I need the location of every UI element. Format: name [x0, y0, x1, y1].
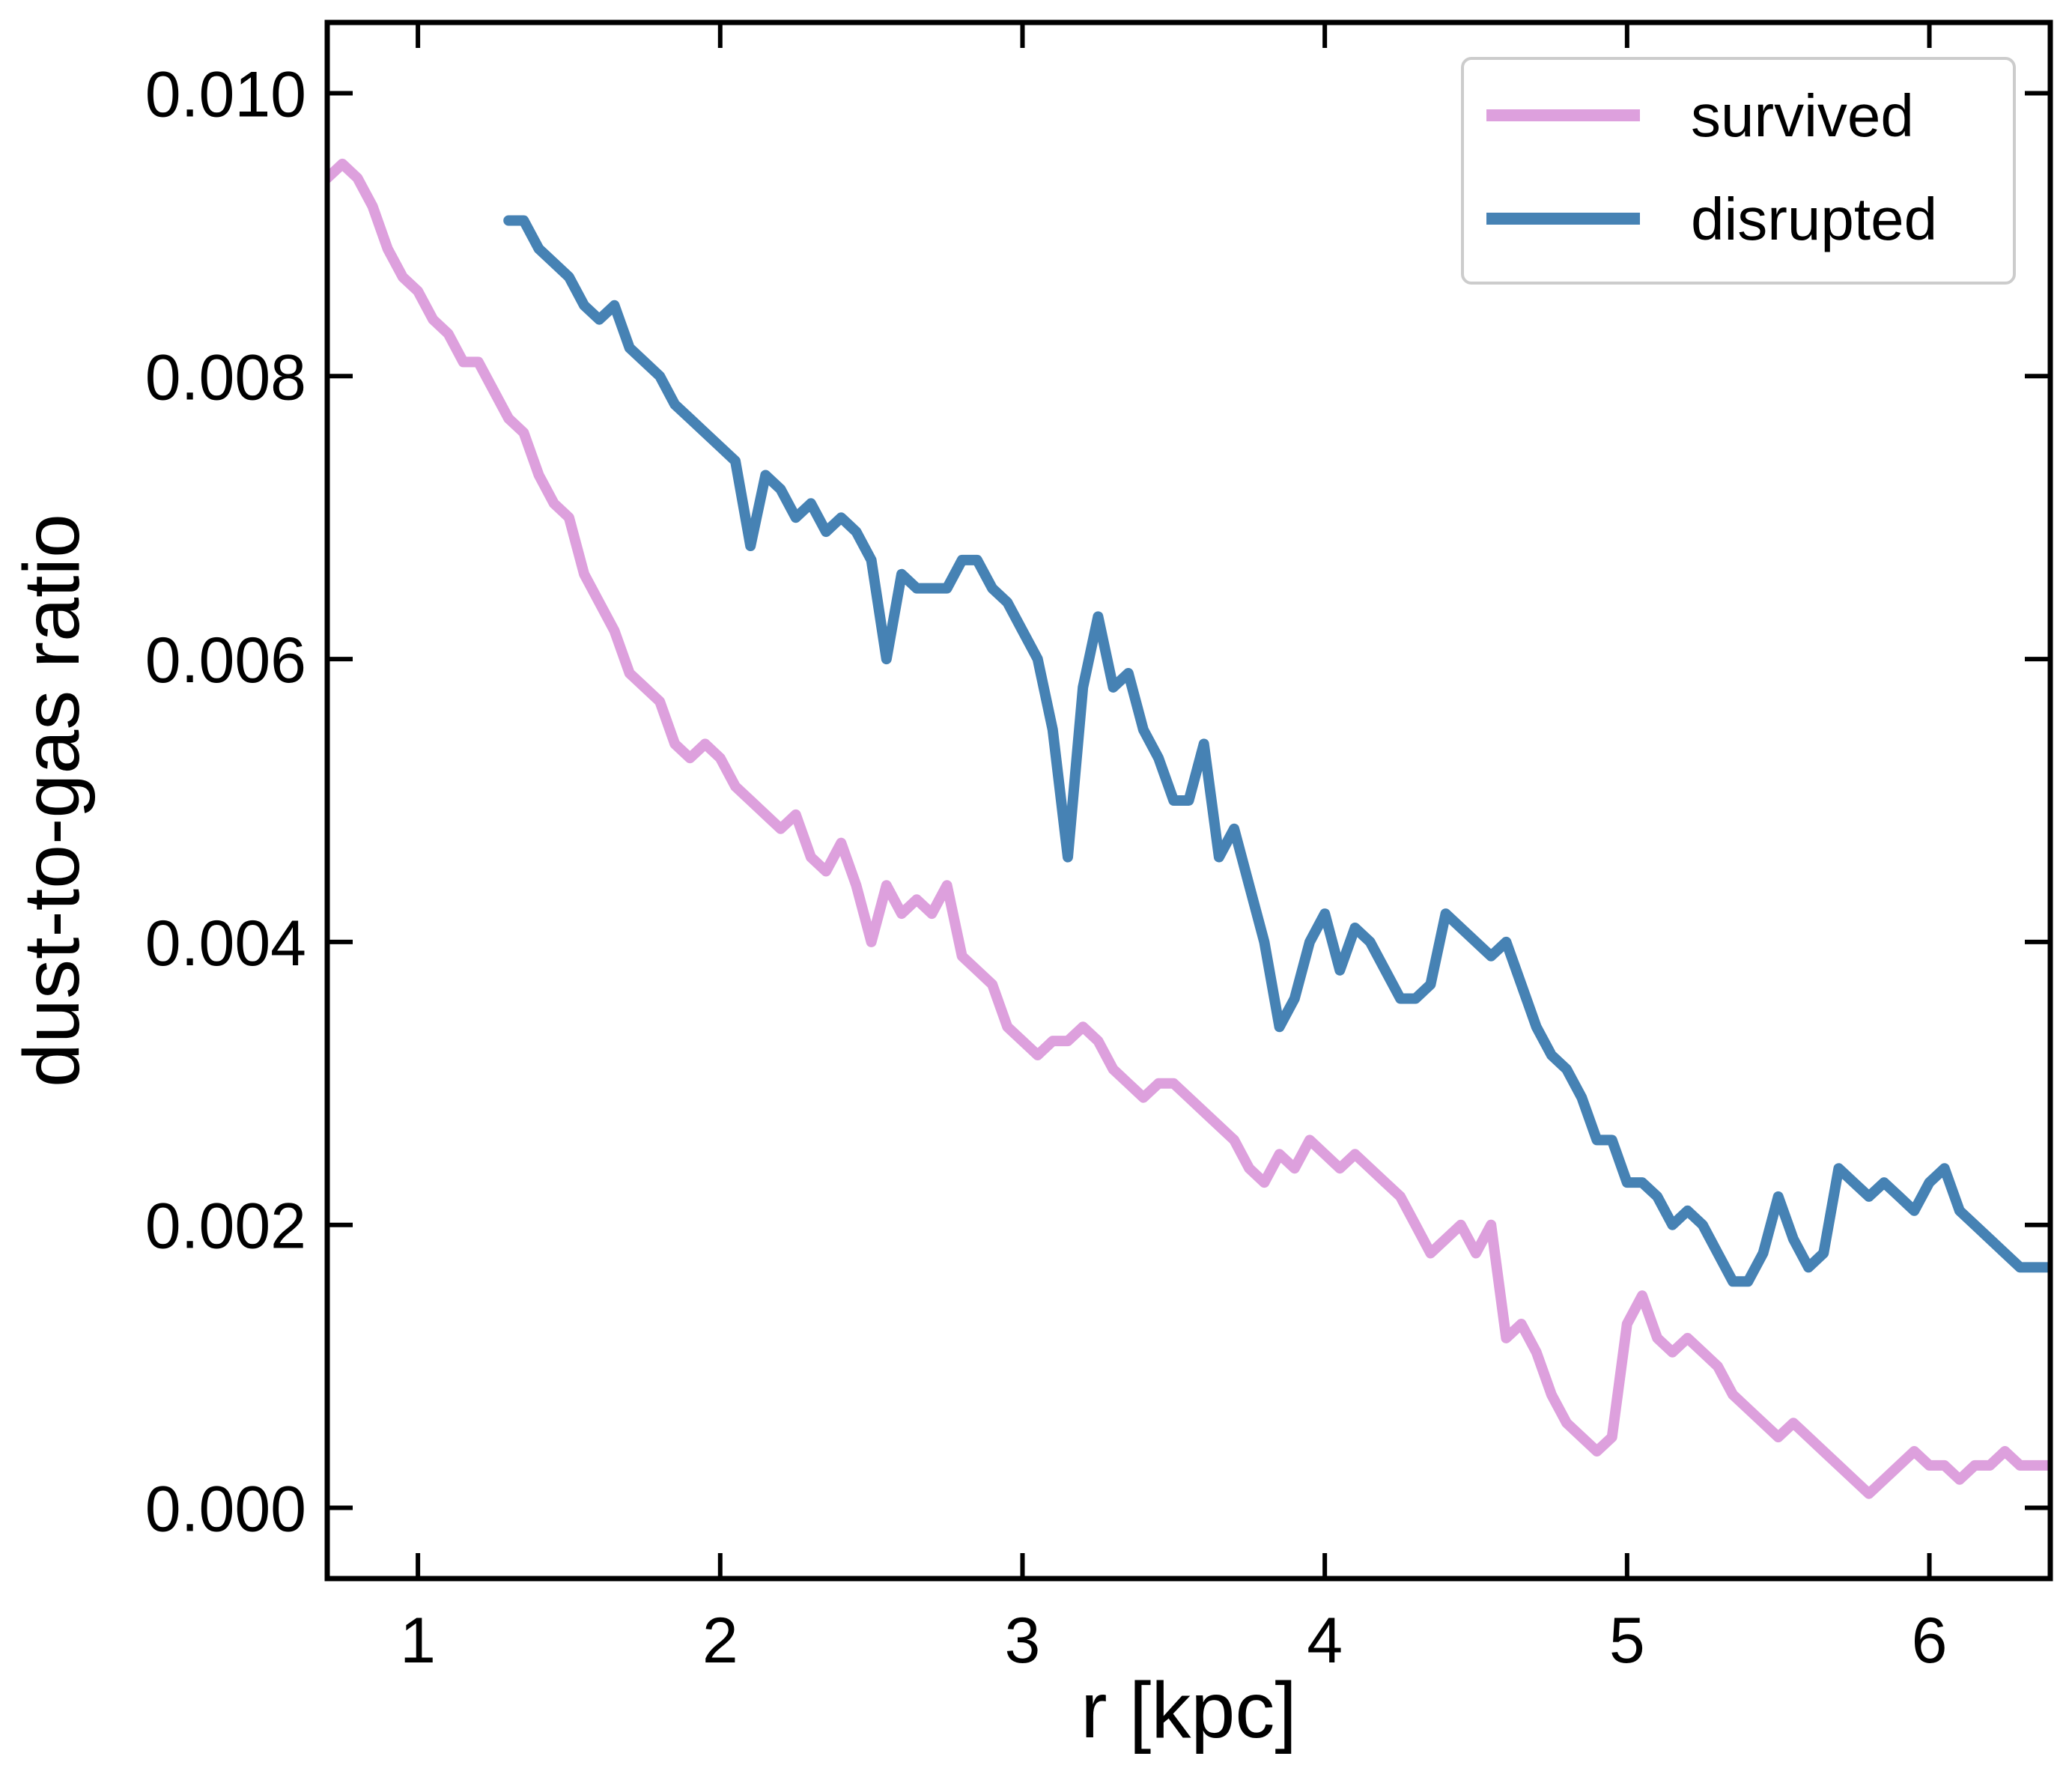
- legend-label-disrupted: disrupted: [1691, 186, 1937, 252]
- y-tick-label: 0.000: [145, 1474, 306, 1546]
- plot-frame: [324, 19, 2053, 1582]
- x-axis-label: r [kpc]: [1081, 1666, 1297, 1755]
- x-tick-label: 1: [400, 1605, 436, 1677]
- series-layer: [327, 158, 2050, 1499]
- ticks-layer: 1 2 3 4 5 6 0.000 0.002 0.004 0.006 0.008 0.010: [145, 22, 2050, 1677]
- series-line-survived: [327, 158, 2050, 1499]
- legend: survived disrupted: [1461, 57, 2016, 285]
- series-line-disrupted: [503, 215, 2050, 1287]
- y-tick-label: 0.004: [145, 908, 306, 979]
- x-tick-label: 4: [1307, 1605, 1343, 1677]
- x-tick-label: 5: [1609, 1605, 1645, 1677]
- x-tick-label: 6: [1912, 1605, 1948, 1677]
- y-tick-label: 0.006: [145, 625, 306, 696]
- y-tick-label: 0.002: [145, 1191, 306, 1263]
- y-tick-label: 0.008: [145, 341, 306, 413]
- legend-label-survived: survived: [1691, 82, 1914, 149]
- y-tick-label: 0.010: [145, 58, 306, 130]
- x-tick-label: 2: [702, 1605, 738, 1677]
- x-tick-label: 3: [1005, 1605, 1041, 1677]
- y-axis-label: dust-to-gas ratio: [7, 514, 96, 1087]
